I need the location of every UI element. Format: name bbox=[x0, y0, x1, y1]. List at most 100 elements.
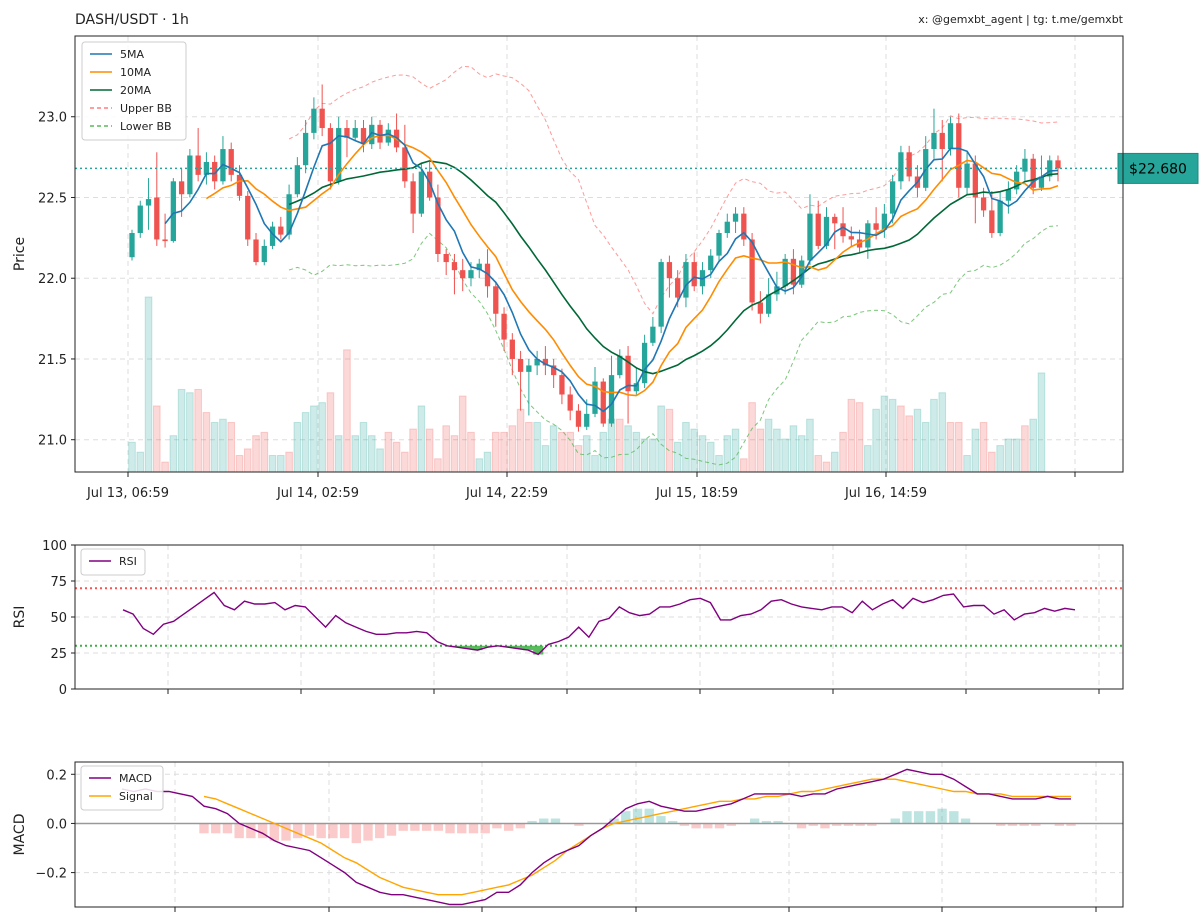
candle bbox=[526, 358, 532, 416]
candle-body bbox=[451, 262, 458, 271]
volume-bar bbox=[186, 392, 194, 473]
volume-bar bbox=[401, 451, 409, 473]
candle-body bbox=[840, 223, 846, 237]
volume-bar bbox=[351, 435, 360, 473]
volume-bar bbox=[640, 438, 649, 473]
candle bbox=[633, 367, 639, 395]
histogram-bar bbox=[199, 823, 209, 834]
macd-panel: −0.2 0.0 0.2 MACD MACD Signal bbox=[12, 761, 1124, 912]
candle bbox=[410, 173, 416, 234]
candle-body bbox=[765, 294, 772, 314]
candle bbox=[236, 165, 243, 201]
candle-body bbox=[641, 342, 648, 384]
legend-label: 20MA bbox=[120, 84, 151, 97]
volume-bar bbox=[880, 395, 889, 473]
histogram-bar bbox=[433, 823, 444, 831]
volume-bar bbox=[500, 431, 508, 473]
candle-body bbox=[658, 262, 664, 327]
volume-bar bbox=[715, 454, 723, 473]
candle-body bbox=[906, 152, 912, 177]
histogram-bar bbox=[773, 820, 783, 824]
candle bbox=[435, 184, 441, 263]
candle-body bbox=[311, 108, 317, 133]
volume-bar bbox=[599, 431, 608, 473]
histogram-bar bbox=[234, 823, 244, 839]
volume-bar bbox=[830, 451, 839, 473]
volume-bar bbox=[698, 435, 707, 473]
candle-body bbox=[402, 147, 408, 182]
candle bbox=[129, 229, 135, 261]
volume-bar bbox=[458, 395, 467, 473]
volume-bar bbox=[310, 405, 318, 473]
candle bbox=[641, 334, 648, 389]
ma20-line bbox=[288, 160, 1059, 375]
volume-bar bbox=[930, 398, 938, 473]
candle-body bbox=[278, 226, 284, 235]
volume-bar bbox=[367, 435, 376, 473]
histogram-bar bbox=[609, 818, 619, 824]
volume-bar bbox=[822, 461, 831, 473]
volume-bar bbox=[897, 405, 905, 473]
volume-bar bbox=[657, 405, 665, 473]
candle-body bbox=[484, 263, 491, 287]
volume-bar bbox=[814, 454, 823, 473]
candle-body bbox=[236, 174, 243, 196]
y-tick-label: 25 bbox=[50, 647, 67, 662]
volume-bar bbox=[649, 438, 657, 473]
volume-bar bbox=[285, 451, 293, 473]
ma5-line bbox=[164, 131, 1059, 413]
histogram-bar bbox=[480, 823, 490, 834]
volume-bar bbox=[508, 425, 517, 473]
candle-body bbox=[253, 239, 259, 263]
candle-body bbox=[501, 313, 507, 340]
candle bbox=[352, 119, 358, 141]
candle-body bbox=[848, 236, 854, 240]
histogram-bar bbox=[398, 823, 408, 831]
histogram-bar bbox=[550, 818, 561, 824]
candle-body bbox=[567, 394, 573, 411]
candle-body bbox=[327, 128, 334, 182]
volume-bar bbox=[235, 454, 244, 473]
x-tick-label: Jul 14, 02:59 bbox=[276, 486, 359, 501]
histogram-bar bbox=[1066, 823, 1076, 826]
volume-bar bbox=[252, 435, 260, 473]
candle bbox=[377, 119, 383, 150]
candle-body bbox=[1038, 176, 1045, 188]
candle bbox=[840, 207, 846, 243]
candle bbox=[327, 123, 334, 190]
volume-bar bbox=[979, 421, 988, 473]
candle-body bbox=[997, 200, 1003, 234]
candle-body bbox=[1055, 160, 1061, 169]
candle bbox=[393, 113, 400, 153]
candle bbox=[567, 386, 573, 421]
candle-body bbox=[989, 210, 995, 234]
volume-bar bbox=[334, 435, 343, 473]
volume-bar bbox=[797, 435, 806, 473]
candle-body bbox=[195, 155, 201, 175]
candle bbox=[749, 233, 755, 311]
candle bbox=[799, 255, 805, 288]
volume-bar bbox=[301, 412, 310, 473]
histogram-bar bbox=[375, 823, 385, 839]
volume-bar bbox=[409, 428, 417, 473]
candle-body bbox=[468, 270, 474, 279]
volume-bar bbox=[177, 388, 186, 473]
candle bbox=[650, 316, 656, 347]
candle-body bbox=[799, 260, 805, 285]
candle bbox=[302, 119, 309, 174]
volume-bar bbox=[384, 431, 393, 473]
candle-body bbox=[261, 245, 267, 263]
candle bbox=[898, 145, 904, 190]
candle-body bbox=[956, 123, 962, 188]
volume-bar bbox=[607, 418, 616, 473]
candle-body bbox=[749, 239, 755, 303]
volume-bar bbox=[806, 418, 814, 473]
candle bbox=[534, 350, 540, 376]
candle bbox=[956, 113, 962, 198]
volume-bar bbox=[392, 441, 401, 473]
candle-body bbox=[732, 213, 739, 222]
legend-box bbox=[80, 548, 146, 576]
candle-body bbox=[551, 365, 557, 376]
y-tick-label: 75 bbox=[50, 575, 67, 590]
candle-body bbox=[410, 181, 416, 214]
